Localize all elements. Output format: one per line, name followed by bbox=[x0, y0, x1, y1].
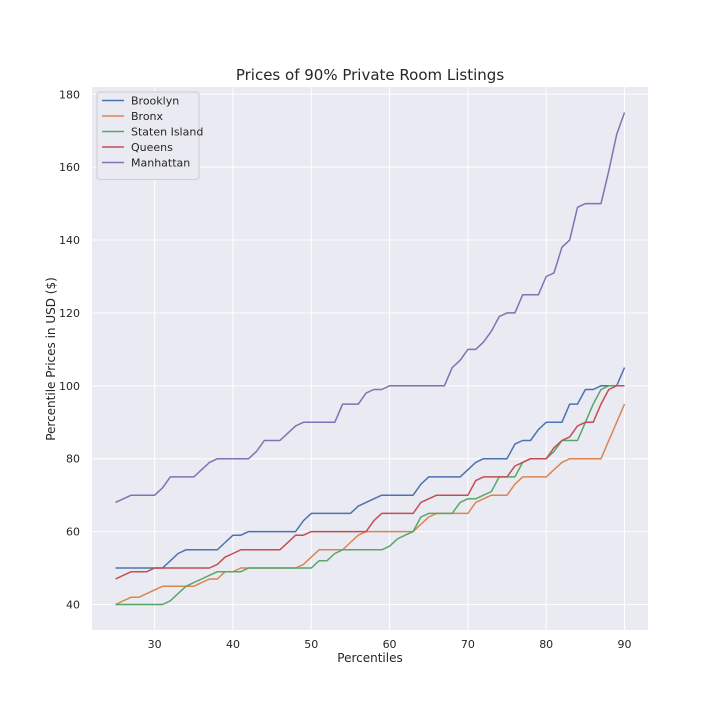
x-tick-label: 70 bbox=[461, 638, 475, 651]
legend-label-queens: Queens bbox=[131, 141, 173, 154]
grid bbox=[92, 87, 648, 630]
x-axis-label: Percentiles bbox=[337, 651, 402, 665]
y-tick-label: 180 bbox=[59, 88, 80, 101]
series-line-queens bbox=[115, 385, 625, 580]
y-tick-label: 60 bbox=[66, 526, 80, 539]
x-tick-label: 30 bbox=[148, 638, 162, 651]
series-line-manhattan bbox=[115, 112, 626, 504]
series-line-bronx bbox=[115, 403, 626, 606]
y-tick-label: 80 bbox=[66, 453, 80, 466]
legend: Brooklyn Bronx Staten Island Queens Manhatta… bbox=[96, 91, 203, 180]
x-tick-label: 40 bbox=[226, 638, 240, 651]
series-line-brooklyn bbox=[115, 367, 626, 569]
chart-title: Prices of 90% Private Room Listings bbox=[236, 66, 504, 84]
x-tick-label: 60 bbox=[383, 638, 397, 651]
y-tick-label: 120 bbox=[59, 307, 80, 320]
tick-labels: 30 40 50 60 70 80 90 40 60 80 100 120 140 160 180 bbox=[59, 88, 632, 651]
x-tick-label: 80 bbox=[539, 638, 553, 651]
legend-label-manhattan: Manhattan bbox=[131, 157, 190, 170]
y-tick-label: 160 bbox=[59, 161, 80, 174]
legend-label-bronx: Bronx bbox=[131, 110, 164, 123]
legend-box bbox=[96, 91, 200, 180]
x-tick-label: 50 bbox=[304, 638, 318, 651]
y-tick-label: 140 bbox=[59, 234, 80, 247]
y-tick-label: 100 bbox=[59, 380, 80, 393]
legend-label-staten-island: Staten Island bbox=[131, 126, 203, 139]
y-axis-label: Percentile Prices in USD ($) bbox=[44, 277, 58, 441]
y-tick-label: 40 bbox=[66, 598, 80, 611]
x-tick-label: 90 bbox=[618, 638, 632, 651]
legend-label-brooklyn: Brooklyn bbox=[131, 95, 179, 108]
series-lines bbox=[115, 112, 626, 606]
